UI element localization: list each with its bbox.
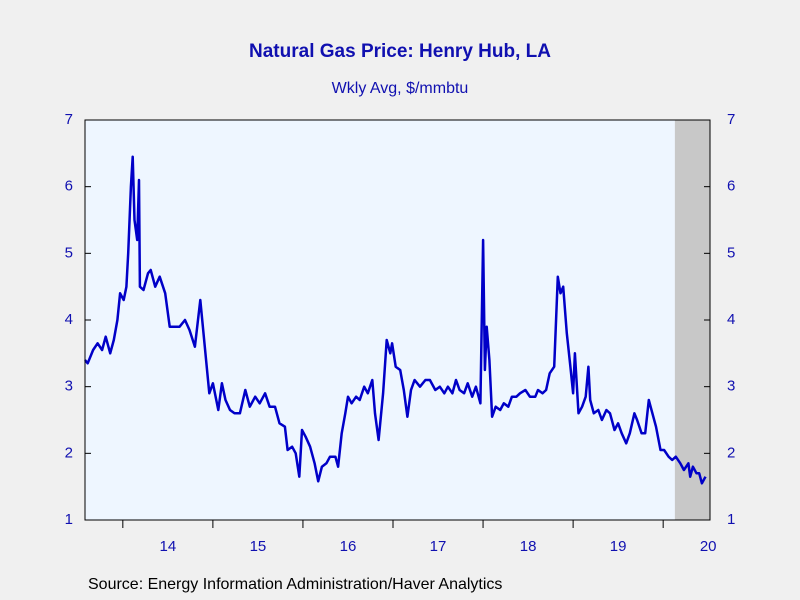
plot-frame bbox=[84, 119, 711, 521]
y-tick-label: 7 bbox=[65, 111, 73, 128]
x-tick-label: 15 bbox=[250, 538, 267, 555]
x-tick-label: 14 bbox=[160, 538, 177, 555]
y-tick-label: 1 bbox=[65, 511, 73, 528]
y-tick-label: 2 bbox=[65, 444, 73, 461]
chart-title: Natural Gas Price: Henry Hub, LA bbox=[249, 41, 551, 62]
y2-tick-label: 7 bbox=[727, 111, 735, 128]
price-line bbox=[84, 155, 707, 485]
y2-tick-label: 6 bbox=[727, 178, 735, 195]
y-tick-label: 5 bbox=[65, 244, 73, 261]
y2-tick-label: 1 bbox=[727, 511, 735, 528]
x-tick-label: 20 bbox=[700, 538, 717, 555]
y2-tick-label: 5 bbox=[727, 244, 735, 261]
x-tick-label: 18 bbox=[520, 538, 537, 555]
x-tick-label: 19 bbox=[610, 538, 627, 555]
source-note: Source: Energy Information Administratio… bbox=[88, 576, 502, 593]
plot-area bbox=[85, 120, 710, 520]
y-tick-label: 3 bbox=[65, 378, 73, 395]
y2-tick-label: 3 bbox=[727, 378, 735, 395]
y2-tick-label: 2 bbox=[727, 444, 735, 461]
x-tick-label: 16 bbox=[340, 538, 357, 555]
y-tick-label: 6 bbox=[65, 178, 73, 195]
x-tick-label: 17 bbox=[430, 538, 447, 555]
chart-subtitle: Wkly Avg, $/mmbtu bbox=[332, 80, 469, 97]
y-tick-label: 4 bbox=[65, 311, 73, 328]
y2-tick-label: 4 bbox=[727, 311, 735, 328]
